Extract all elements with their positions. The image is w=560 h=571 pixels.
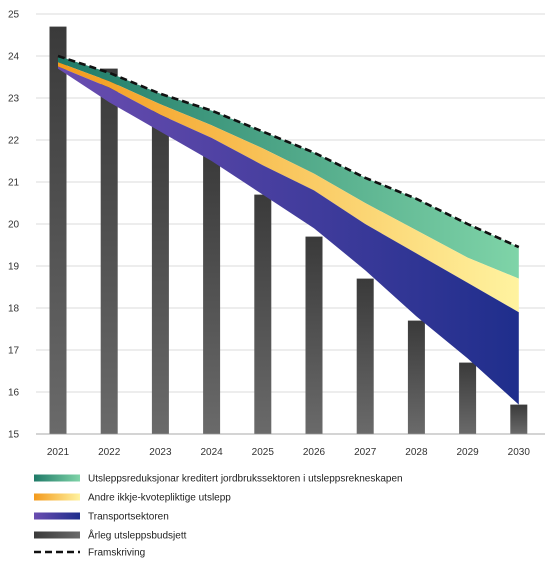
budget-bar	[100, 68, 118, 434]
legend-label: Utsleppsreduksjonar kreditert jordbrukss…	[88, 474, 403, 485]
x-tick-label: 2029	[456, 447, 479, 458]
legend-projection: Framskriving	[34, 548, 145, 559]
legend-other: Andre ikkje-kvotepliktige utslepp	[34, 493, 231, 504]
budget-bar	[510, 404, 528, 434]
x-axis: 2021 2022 2023 2024 2025 2026 2027 2028 2029 2030	[36, 433, 545, 458]
y-tick-label: 16	[8, 388, 20, 399]
y-tick-label: 19	[8, 262, 20, 273]
y-tick-label: 21	[8, 178, 20, 189]
y-tick-label: 17	[8, 346, 20, 357]
y-tick-label: 23	[8, 94, 20, 105]
legend-agriculture: Utsleppsreduksjonar kreditert jordbrukss…	[34, 474, 403, 485]
legend-label: Andre ikkje-kvotepliktige utslepp	[88, 493, 231, 504]
x-tick-label: 2024	[200, 447, 223, 458]
y-tick-label: 22	[8, 136, 20, 147]
x-tick-label: 2021	[47, 447, 70, 458]
y-tick-label: 15	[8, 430, 20, 441]
legend: Utsleppsreduksjonar kreditert jordbrukss…	[34, 474, 403, 559]
legend-swatch	[34, 474, 80, 482]
gridlines	[36, 13, 545, 435]
y-tick-label: 18	[8, 304, 20, 315]
projection-line	[57, 54, 520, 249]
x-tick-label: 2028	[405, 447, 428, 458]
y-tick-label: 20	[8, 220, 20, 231]
budget-bar	[151, 110, 169, 434]
legend-label: Framskriving	[88, 548, 145, 559]
budget-bars	[49, 26, 528, 434]
x-tick-label: 2027	[354, 447, 377, 458]
legend-label: Transportsektoren	[88, 512, 169, 523]
agriculture-credit-area	[58, 56, 519, 279]
budget-bar	[356, 278, 374, 434]
budget-bar	[49, 26, 67, 434]
y-tick-label: 25	[8, 10, 20, 21]
budget-bar	[254, 194, 272, 434]
legend-budget: Årleg utsleppsbudsjett	[34, 529, 187, 542]
projection-dashed-line	[57, 54, 520, 249]
budget-bar	[203, 152, 221, 434]
x-tick-label: 2030	[508, 447, 531, 458]
legend-label: Årleg utsleppsbudsjett	[88, 529, 187, 542]
legend-swatch	[34, 531, 80, 539]
legend-transport: Transportsektoren	[34, 512, 169, 523]
budget-bar	[407, 320, 425, 434]
budget-bar	[459, 362, 477, 434]
x-tick-label: 2026	[303, 447, 326, 458]
x-tick-label: 2022	[98, 447, 121, 458]
y-tick-label: 24	[8, 52, 20, 63]
legend-swatch	[34, 512, 80, 520]
sector-areas	[58, 56, 519, 405]
budget-bar	[305, 236, 323, 434]
x-tick-label: 2023	[149, 447, 172, 458]
y-axis: 15 16 17 18 19 20 21 22 23 24 25	[8, 10, 20, 441]
x-tick-label: 2025	[252, 447, 275, 458]
legend-swatch	[34, 493, 80, 501]
